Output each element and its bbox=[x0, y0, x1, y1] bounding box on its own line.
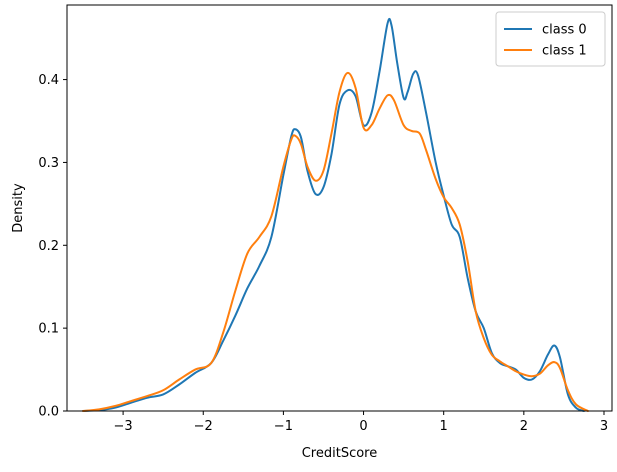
series-line-class-1 bbox=[82, 71, 589, 412]
legend: class 0 class 1 bbox=[495, 11, 606, 67]
y-tick-label: 0.0 bbox=[38, 405, 59, 420]
x-tick-label: −2 bbox=[194, 419, 213, 434]
x-tick-label: −3 bbox=[114, 419, 133, 434]
plot-frame bbox=[66, 4, 613, 412]
legend-label-1: class 1 bbox=[542, 44, 587, 59]
x-tick-label: 3 bbox=[600, 419, 608, 434]
y-tick-label: 0.4 bbox=[38, 73, 59, 88]
series-layer bbox=[82, 17, 589, 412]
x-tick-label: 1 bbox=[440, 419, 448, 434]
y-tick-label: 0.3 bbox=[38, 156, 59, 171]
y-axis-label: Density bbox=[11, 183, 26, 233]
x-tick-label: 0 bbox=[359, 419, 367, 434]
x-axis-label: CreditScore bbox=[302, 446, 378, 461]
legend-label-0: class 0 bbox=[542, 23, 587, 38]
x-tick-label: 2 bbox=[520, 419, 528, 434]
x-tick-label: −1 bbox=[274, 419, 293, 434]
ticks-layer: −3 −2 −1 0 1 2 3 0.0 0.1 0.2 0.3 0.4 bbox=[38, 73, 608, 434]
series-line-class-0 bbox=[82, 17, 585, 412]
legend-box bbox=[495, 11, 606, 67]
y-tick-label: 0.2 bbox=[38, 239, 59, 254]
y-tick-label: 0.1 bbox=[38, 322, 59, 337]
